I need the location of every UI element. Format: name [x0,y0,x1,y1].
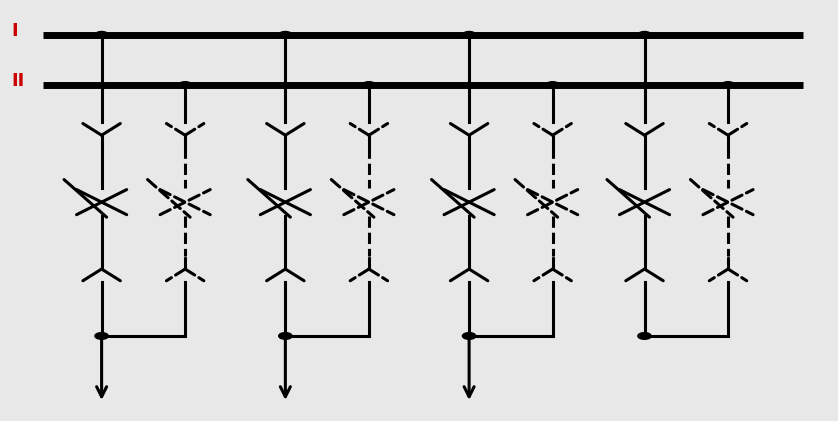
Text: I: I [12,21,18,40]
Circle shape [463,32,476,38]
Circle shape [95,333,108,339]
Circle shape [722,82,735,88]
Circle shape [279,333,292,339]
Circle shape [178,82,192,88]
Circle shape [463,333,476,339]
Circle shape [279,32,292,38]
Circle shape [546,82,559,88]
Circle shape [362,82,375,88]
Circle shape [95,32,108,38]
Text: II: II [12,72,24,90]
Circle shape [638,32,651,38]
Circle shape [638,333,651,339]
